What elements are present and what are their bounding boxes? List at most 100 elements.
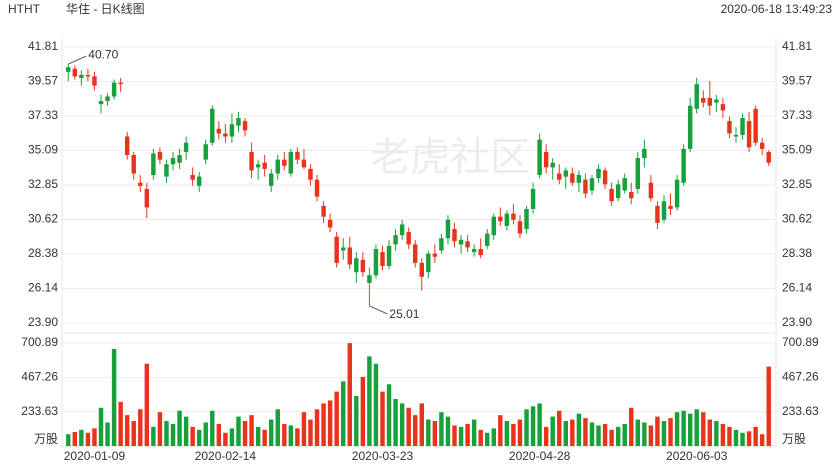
candle-body (373, 249, 379, 276)
volume-bar (196, 429, 202, 446)
volume-bar (190, 426, 195, 446)
candle-body (576, 175, 582, 183)
candle-body (66, 67, 71, 72)
volume-bar (249, 415, 254, 446)
volume-unit: 万股 (34, 432, 58, 446)
x-tick-label: 2020-02-14 (195, 449, 257, 463)
candle-body (537, 139, 542, 176)
volume-bar (511, 423, 516, 446)
candle-body (98, 101, 104, 105)
candle-body (648, 182, 654, 199)
volume-bar (681, 410, 686, 446)
candle-body (255, 164, 261, 168)
candle-body (557, 173, 562, 180)
y-tick-label: 35.09 (28, 143, 58, 157)
candle-body (354, 258, 359, 273)
candle-body (196, 176, 202, 186)
candle-body (746, 121, 752, 148)
candle-body (111, 82, 117, 97)
volume-bar (275, 409, 280, 446)
candle-body (229, 124, 235, 137)
volume-bar (635, 419, 641, 446)
candle-body (439, 238, 444, 251)
volume-bar (740, 432, 745, 446)
volume-bar (701, 412, 706, 446)
candle-body (733, 134, 739, 137)
candle-body (511, 213, 516, 220)
candle-body (268, 173, 274, 186)
volume-tick-label: 700.89 (782, 335, 819, 349)
volume-bar (543, 426, 549, 446)
candle-body (288, 151, 294, 174)
candle-body (164, 164, 169, 177)
candle-body (615, 184, 621, 199)
volume-tick-label: 233.63 (782, 404, 819, 418)
volume-bar (668, 418, 673, 446)
candle-body (124, 136, 130, 156)
candle-body (236, 118, 241, 126)
candle-body (85, 74, 91, 77)
volume-bar (746, 431, 752, 446)
volume-bar (707, 419, 713, 446)
candle-body (275, 159, 280, 174)
y-tick-label: 32.85 (782, 177, 812, 191)
y-tick-label: 28.38 (28, 246, 58, 260)
candle-body (157, 151, 163, 160)
volume-bar (314, 409, 320, 446)
candle-body (340, 247, 346, 251)
candle-body (347, 247, 352, 265)
candle-body (406, 232, 411, 245)
candle-body (321, 205, 326, 217)
candle-body (701, 98, 706, 103)
volume-bar (753, 426, 758, 446)
y-tick-label: 37.33 (28, 108, 58, 122)
volume-bar (759, 434, 765, 446)
volume-bar (373, 363, 379, 446)
volume-bar (118, 401, 123, 446)
volume-bar (530, 406, 536, 446)
volume-bar (98, 407, 104, 446)
max-label: 40.70 (88, 47, 118, 61)
candle-body (661, 201, 667, 220)
volume-tick-label: 467.26 (21, 370, 58, 384)
candle-body (419, 262, 424, 277)
volume-bar (138, 409, 143, 446)
volume-bar (648, 425, 654, 446)
y-tick-label: 30.62 (28, 212, 58, 226)
volume-bar (694, 409, 699, 446)
volume-bar (295, 428, 300, 446)
y-tick-label: 32.85 (28, 177, 58, 191)
y-tick-label: 35.09 (782, 143, 812, 157)
volume-bar (66, 434, 71, 446)
volume-bar (452, 425, 457, 446)
volume-bar (609, 429, 614, 446)
candle-body (223, 133, 228, 137)
volume-bar (583, 418, 588, 446)
candle-body (242, 121, 248, 131)
candle-body (740, 118, 745, 135)
volume-bar (720, 423, 726, 446)
volume-bar (216, 423, 222, 446)
candle-body (674, 179, 680, 208)
candle-body (570, 173, 575, 183)
annotation-line (68, 55, 87, 65)
volume-bar (576, 413, 582, 446)
candle-body (170, 158, 176, 165)
y-tick-label: 30.62 (782, 212, 812, 226)
volume-bar (439, 412, 444, 446)
candle-body (530, 188, 536, 209)
y-tick-label: 41.81 (28, 39, 58, 53)
volume-bar (242, 421, 248, 446)
candle-body (720, 104, 726, 111)
chart-title: 华住 - 日K线图 (66, 2, 145, 16)
volume-bar (223, 432, 228, 446)
volume-bar (471, 419, 477, 446)
volume-bar (445, 416, 451, 446)
watermark: 老虎社区 (370, 136, 530, 180)
volume-bar (570, 419, 575, 446)
candle-body (491, 216, 497, 236)
volume-bar (321, 403, 326, 446)
candle-body (563, 170, 569, 177)
y-tick-label: 23.90 (782, 315, 812, 329)
volume-bar (557, 410, 562, 446)
